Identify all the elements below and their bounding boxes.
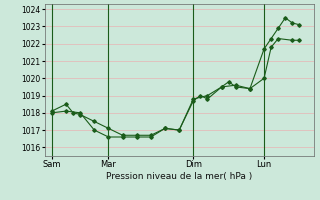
X-axis label: Pression niveau de la mer( hPa ): Pression niveau de la mer( hPa ): [106, 172, 252, 181]
